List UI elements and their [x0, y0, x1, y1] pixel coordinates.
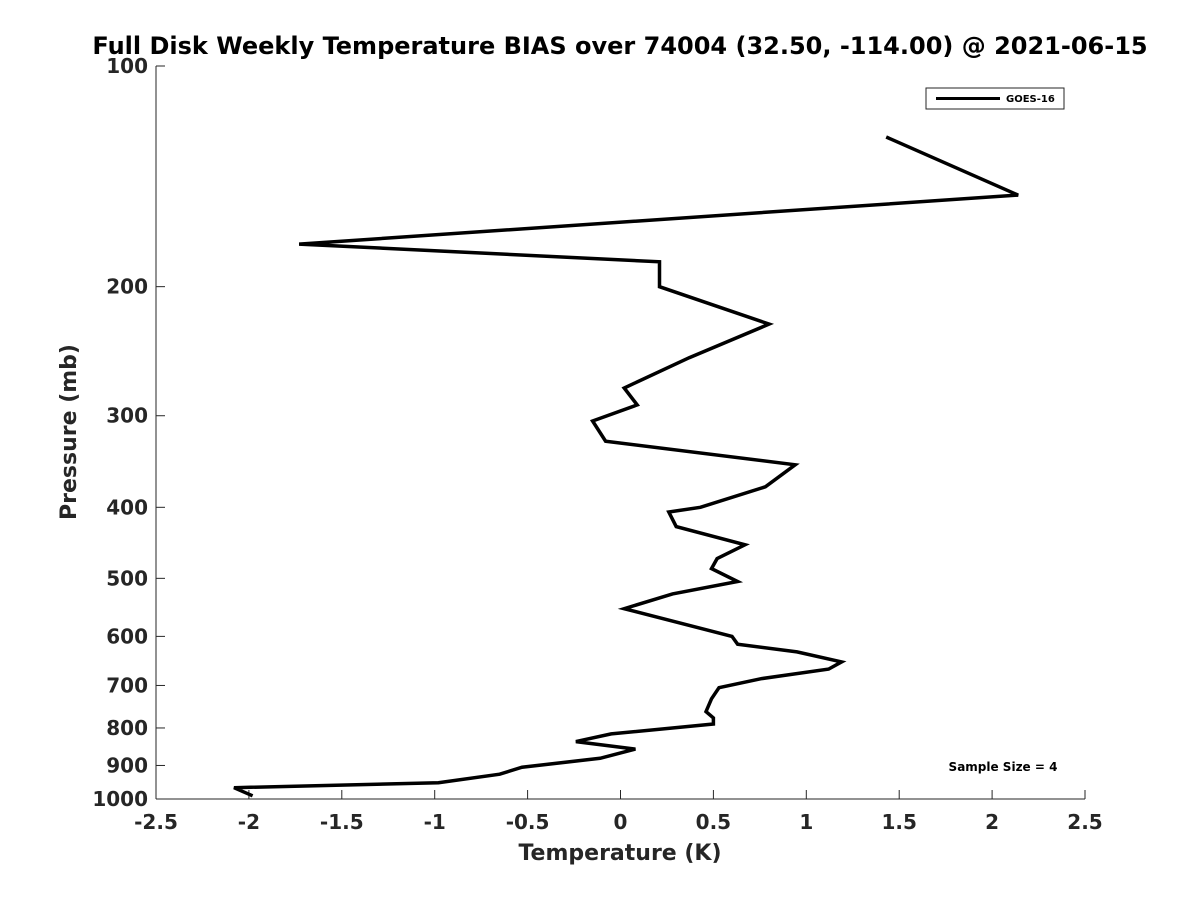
- series-lines: [233, 135, 1019, 798]
- y-tick-label: 900: [106, 753, 148, 777]
- sample-size-annotation: Sample Size = 4: [949, 760, 1058, 774]
- y-tick-label: 600: [106, 624, 148, 648]
- x-tick-label: 1: [799, 810, 813, 834]
- y-tick-label: 500: [106, 566, 148, 590]
- x-tick-label: -1: [424, 810, 446, 834]
- series-line-goes-16: [233, 135, 1019, 798]
- y-axis-label: Pressure (mb): [57, 344, 82, 520]
- x-tick-label: 1.5: [881, 810, 916, 834]
- x-tick-label: -0.5: [506, 810, 550, 834]
- legend: GOES-16: [925, 87, 1065, 110]
- plot-axes: [155, 66, 1085, 800]
- x-tick-label: 0.5: [696, 810, 731, 834]
- y-axis-ticks: 100 200 300 400 500 600 700 800 900 1000: [92, 54, 165, 811]
- y-tick-label: 1000: [92, 787, 148, 811]
- x-tick-label: 2.5: [1067, 810, 1102, 834]
- chart-title: Full Disk Weekly Temperature BIAS over 7…: [92, 32, 1147, 60]
- y-tick-label: 700: [106, 673, 148, 697]
- legend-label-goes-16: GOES-16: [1006, 94, 1055, 105]
- x-tick-label: 0: [614, 810, 628, 834]
- x-tick-label: -2.5: [134, 810, 178, 834]
- x-axis-ticks: -2.5 -2 -1.5 -1 -0.5 0 0.5 1 1.5 2 2.5: [134, 790, 1103, 834]
- x-axis-label: Temperature (K): [518, 841, 721, 866]
- y-tick-label: 400: [106, 495, 148, 519]
- x-tick-label: -1.5: [320, 810, 364, 834]
- y-tick-label: 800: [106, 716, 148, 740]
- x-tick-label: -2: [238, 810, 260, 834]
- y-tick-label: 100: [106, 54, 148, 78]
- x-tick-label: 2: [985, 810, 999, 834]
- y-tick-label: 200: [106, 275, 148, 299]
- y-tick-label: 300: [106, 404, 148, 428]
